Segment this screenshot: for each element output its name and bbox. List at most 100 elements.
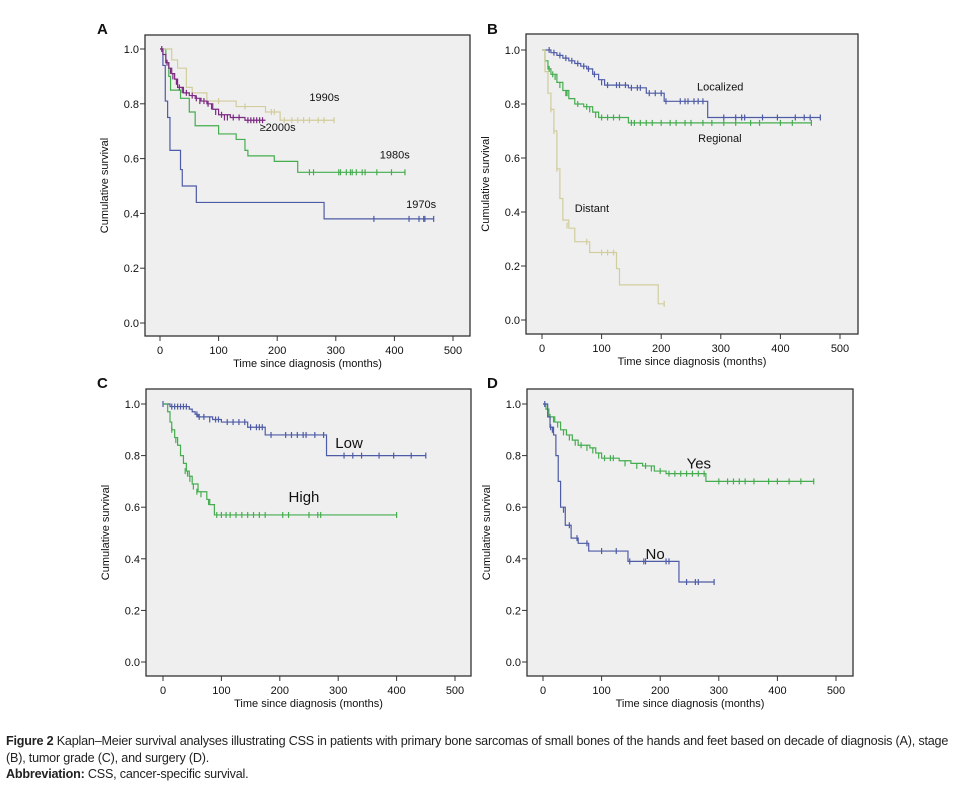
series-1980s <box>160 48 406 176</box>
x-tick-label: 300 <box>712 343 730 355</box>
y-axis-label: Cumulative survival <box>481 485 493 580</box>
x-tick-label: 200 <box>271 685 289 697</box>
panel-d: D 0.0 0.2 0.4 0.6 0.8 1.0 0 100 200 300 400 500 Time… <box>481 375 854 710</box>
x-tick-label: 400 <box>385 345 403 357</box>
panel-letter-c: C <box>97 375 108 392</box>
y-tick-label: 0.8 <box>505 99 520 111</box>
x-tick-label: 100 <box>209 345 227 357</box>
survival-curve <box>542 49 665 305</box>
km-chart-d: 0.0 0.2 0.4 0.6 0.8 1.0 0 100 200 300 400 500 Time s… <box>481 388 854 710</box>
panel-b: B 0.0 0.2 0.4 0.6 0.8 1.0 0 100 200 300 400 500 Time… <box>0 0 964 380</box>
series-label: Low <box>335 435 363 452</box>
plot-area <box>145 388 472 677</box>
y-axis-label: Cumulative survival <box>100 485 112 580</box>
series-regional <box>542 49 812 126</box>
y-tick-label: 0.6 <box>505 153 520 165</box>
y-tick-label: 0.2 <box>506 605 521 617</box>
abbreviation-label: Abbreviation: <box>6 767 85 781</box>
km-chart-a: 0.0 0.2 0.4 0.6 0.8 1.0 0 100 200 300 400 500 Time s… <box>99 34 471 370</box>
y-tick-label: 0.2 <box>125 605 140 617</box>
survival-curve <box>160 48 335 121</box>
y-tick-label: 0.8 <box>506 451 521 463</box>
series-label: High <box>289 489 320 506</box>
series--2000s <box>160 46 266 124</box>
x-tick-label: 0 <box>157 345 163 357</box>
abbreviation-text: CSS, cancer-specific survival. <box>87 767 249 781</box>
x-tick-label: 400 <box>771 343 789 355</box>
x-tick-label: 500 <box>831 343 849 355</box>
x-tick-label: 200 <box>652 343 670 355</box>
y-tick-label: 0.0 <box>124 318 139 330</box>
x-axis-label: Time since diagnosis (months) <box>233 358 382 370</box>
series-label: ≥2000s <box>260 122 297 134</box>
series-label: Localized <box>697 82 743 94</box>
panel-c: C 0.0 0.2 0.4 0.6 0.8 1.0 0 100 200 300 400 500 Time… <box>0 0 482 730</box>
x-tick-label: 500 <box>444 345 462 357</box>
y-tick-label: 1.0 <box>124 44 139 56</box>
x-tick-label: 300 <box>329 685 347 697</box>
x-tick-label: 0 <box>160 685 166 697</box>
x-axis-label: Time since diagnosis (months) <box>616 698 765 710</box>
y-tick-label: 0.0 <box>505 315 520 327</box>
series-localized <box>542 47 821 121</box>
km-chart-c: 0.0 0.2 0.4 0.6 0.8 1.0 0 100 200 300 400 500 Time s… <box>100 388 472 710</box>
y-tick-label: 0.2 <box>505 261 520 273</box>
x-tick-label: 500 <box>446 685 464 697</box>
figure-caption: Figure 2 Kaplan–Meier survival analyses … <box>6 733 961 783</box>
series-label: Regional <box>698 133 741 145</box>
x-axis-label: Time since diagnosis (months) <box>618 356 767 368</box>
panel-letter-a: A <box>97 21 108 38</box>
x-tick-label: 0 <box>540 685 546 697</box>
series-label: No <box>646 546 665 563</box>
series-1990s <box>160 48 335 124</box>
survival-curve <box>160 48 266 121</box>
survival-curve <box>163 403 426 457</box>
series-distant <box>542 49 665 307</box>
x-tick-label: 400 <box>768 685 786 697</box>
series-low <box>162 401 427 459</box>
series-yes <box>543 403 815 485</box>
series-label: 1980s <box>380 150 410 162</box>
x-axis-label: Time since diagnosis (months) <box>234 698 383 710</box>
x-tick-label: 400 <box>387 685 405 697</box>
panel-a: A 0.0 0.2 0.4 0.6 0.8 1.0 0 100 200 300 400 500 Time… <box>0 0 482 380</box>
x-tick-label: 300 <box>327 345 345 357</box>
x-tick-label: 100 <box>592 343 610 355</box>
y-tick-label: 0.0 <box>125 657 140 669</box>
survival-curve <box>160 48 405 173</box>
y-tick-label: 0.4 <box>125 554 140 566</box>
x-tick-label: 200 <box>268 345 286 357</box>
x-tick-label: 300 <box>710 685 728 697</box>
series-label: 1970s <box>406 199 436 211</box>
series-high <box>163 403 398 518</box>
caption-text: Kaplan–Meier survival analyses illustrat… <box>6 734 949 765</box>
x-tick-label: 100 <box>592 685 610 697</box>
y-tick-label: 0.6 <box>125 502 140 514</box>
x-tick-label: 200 <box>651 685 669 697</box>
x-tick-label: 500 <box>827 685 845 697</box>
y-tick-label: 0.6 <box>124 154 139 166</box>
y-tick-label: 0.0 <box>506 657 521 669</box>
y-tick-label: 1.0 <box>125 399 140 411</box>
survival-curve <box>163 403 397 516</box>
y-tick-label: 0.4 <box>506 554 521 566</box>
y-axis-label: Cumulative survival <box>480 136 492 231</box>
km-chart-b: 0.0 0.2 0.4 0.6 0.8 1.0 0 100 200 300 400 500 Time s… <box>480 33 859 368</box>
panel-letter-d: D <box>487 375 498 392</box>
series-no <box>543 401 715 586</box>
x-tick-label: 0 <box>539 343 545 355</box>
plot-area <box>526 388 854 677</box>
y-tick-label: 0.8 <box>124 99 139 111</box>
y-tick-label: 0.8 <box>125 451 140 463</box>
series-label: 1990s <box>309 92 339 104</box>
y-tick-label: 0.6 <box>506 502 521 514</box>
plot-area <box>144 34 471 337</box>
y-tick-label: 0.2 <box>124 263 139 275</box>
y-tick-label: 1.0 <box>505 45 520 57</box>
panel-letter-b: B <box>487 21 498 38</box>
y-tick-label: 0.4 <box>124 208 139 220</box>
y-axis-label: Cumulative survival <box>99 138 111 233</box>
survival-curve <box>160 48 434 220</box>
y-tick-label: 1.0 <box>506 399 521 411</box>
plot-area <box>525 33 859 335</box>
